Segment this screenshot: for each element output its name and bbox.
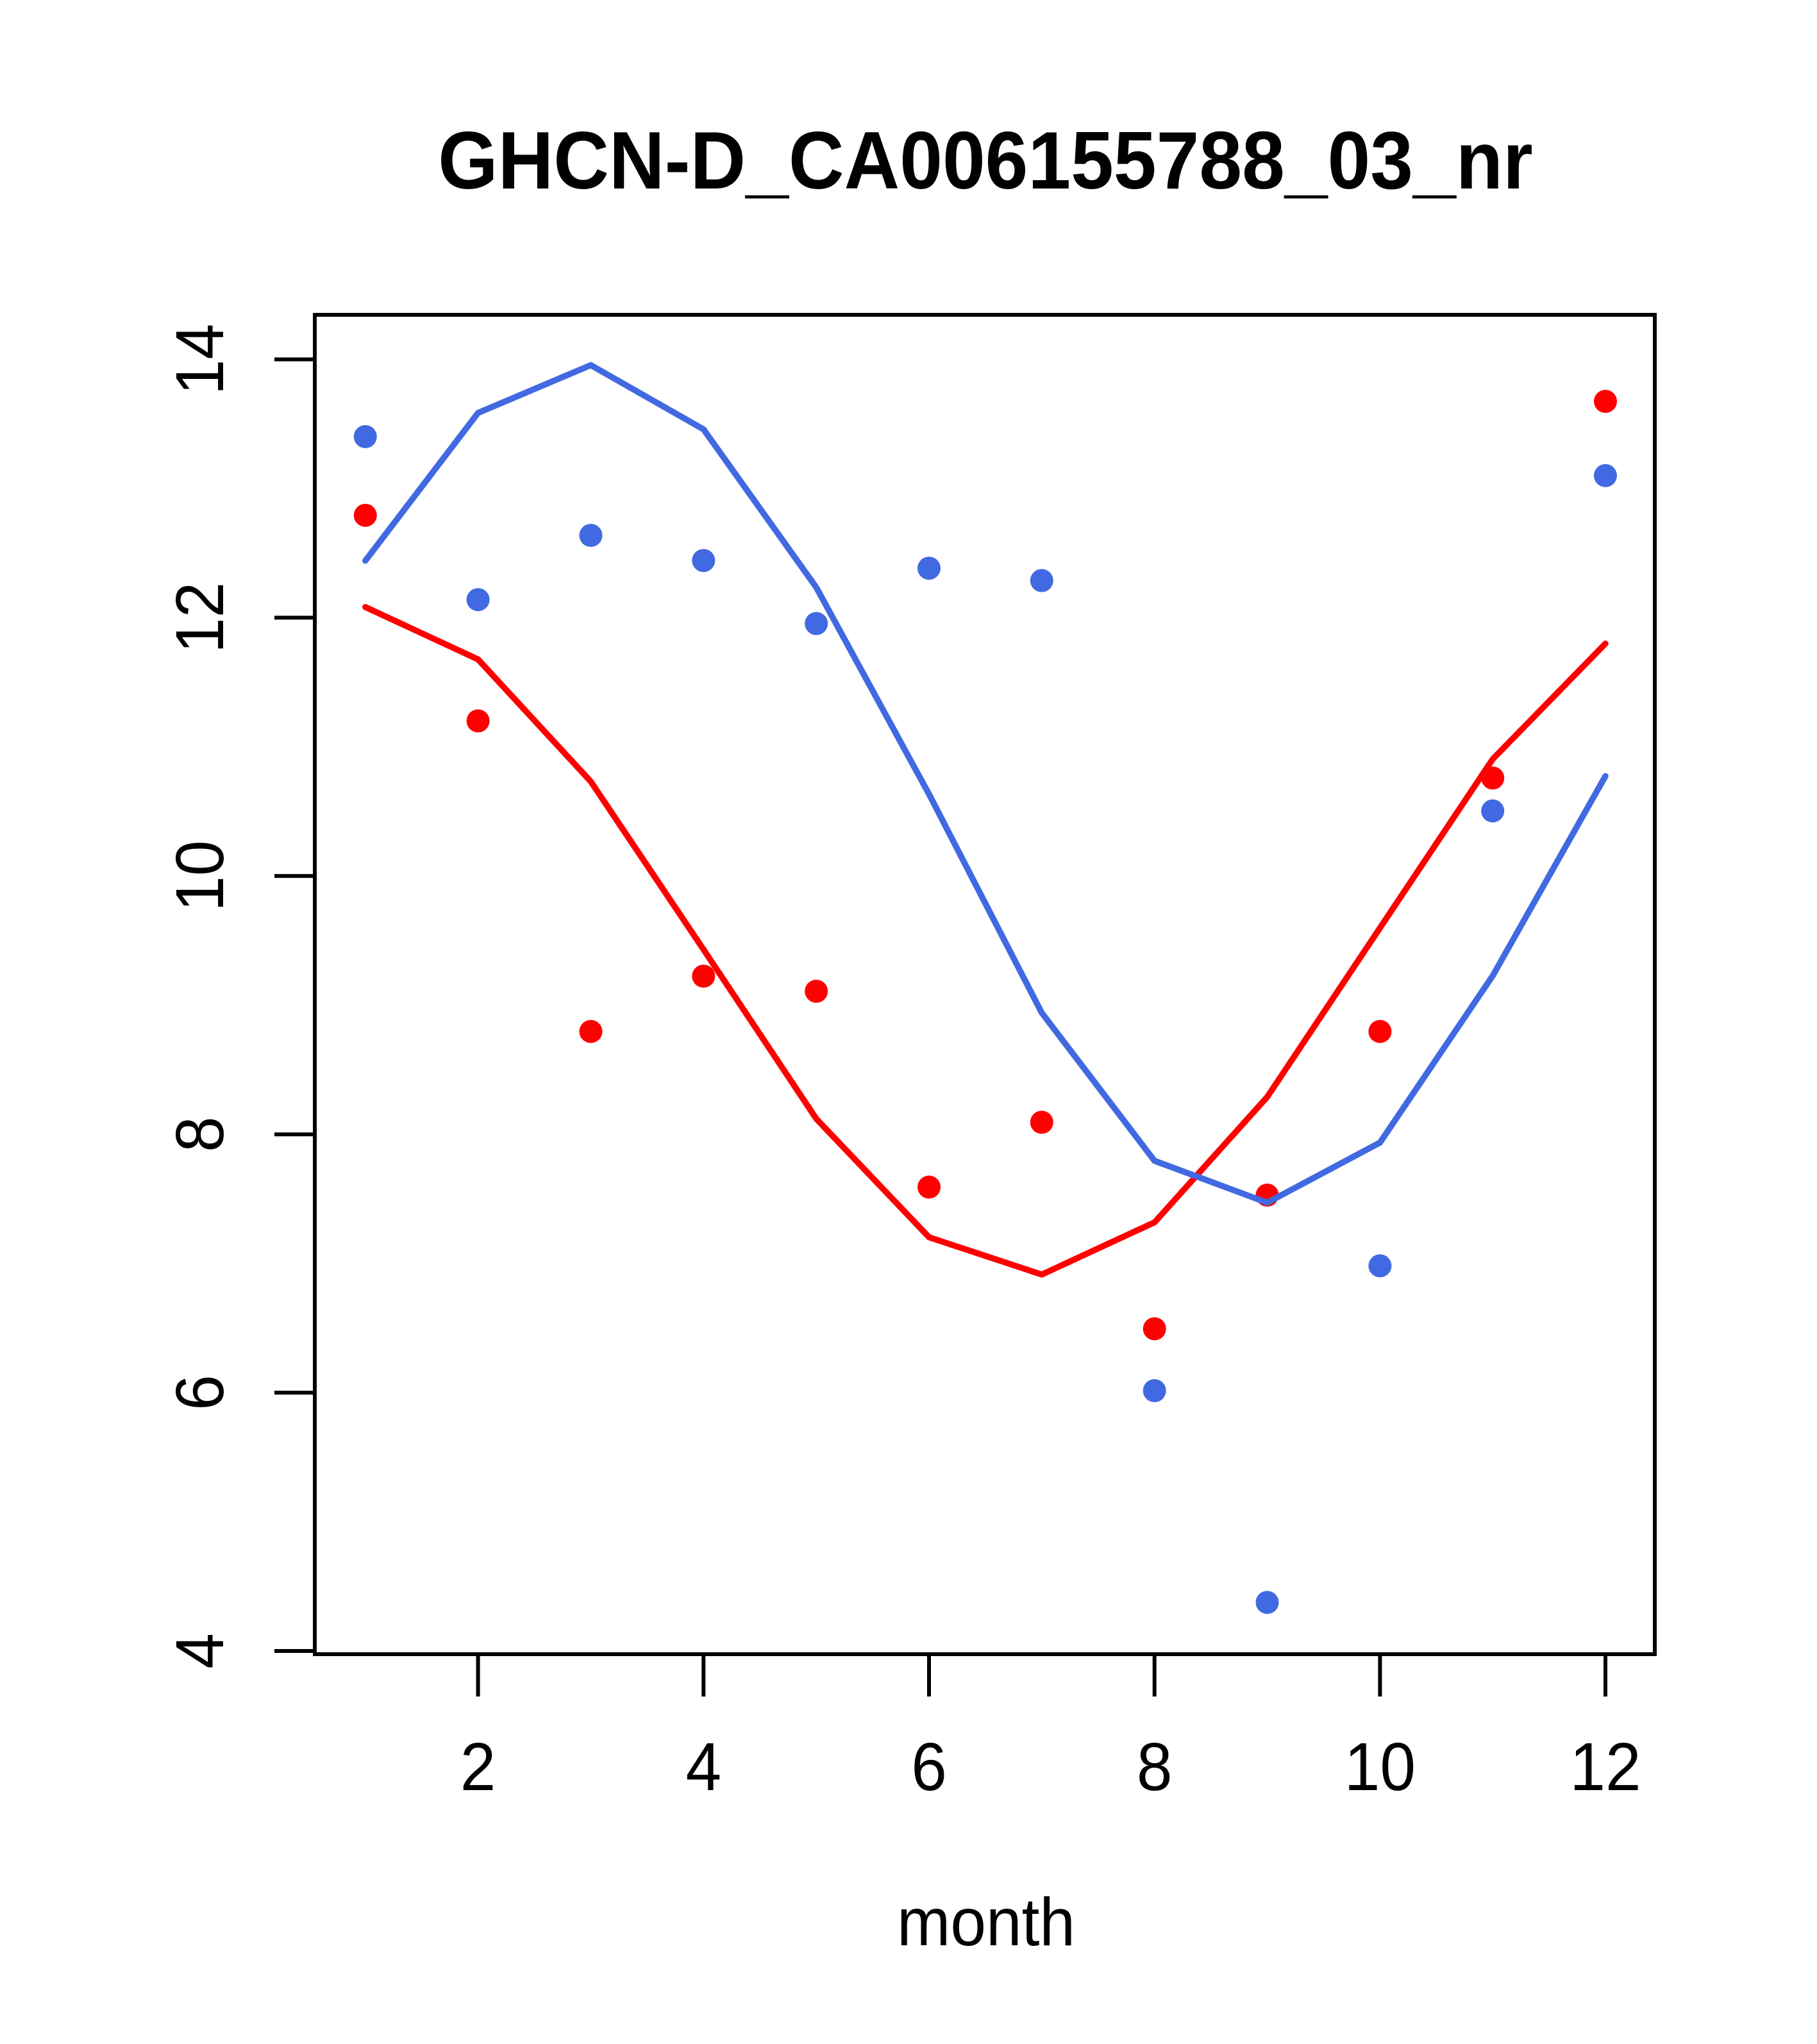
- svg-text:12: 12: [1570, 1729, 1641, 1804]
- svg-text:4: 4: [162, 1633, 237, 1669]
- svg-text:6: 6: [911, 1729, 947, 1804]
- svg-text:GHCN-D_CA006155788_03_nr: GHCN-D_CA006155788_03_nr: [438, 115, 1532, 206]
- svg-text:12: 12: [162, 582, 237, 653]
- svg-text:4: 4: [685, 1729, 721, 1804]
- svg-text:month: month: [897, 1884, 1075, 1959]
- svg-text:8: 8: [1137, 1729, 1173, 1804]
- svg-text:6: 6: [162, 1375, 237, 1411]
- svg-text:8: 8: [162, 1116, 237, 1152]
- svg-text:10: 10: [162, 841, 237, 912]
- svg-text:10: 10: [1344, 1729, 1416, 1804]
- svg-text:2: 2: [460, 1729, 496, 1804]
- svg-text:14: 14: [162, 324, 237, 395]
